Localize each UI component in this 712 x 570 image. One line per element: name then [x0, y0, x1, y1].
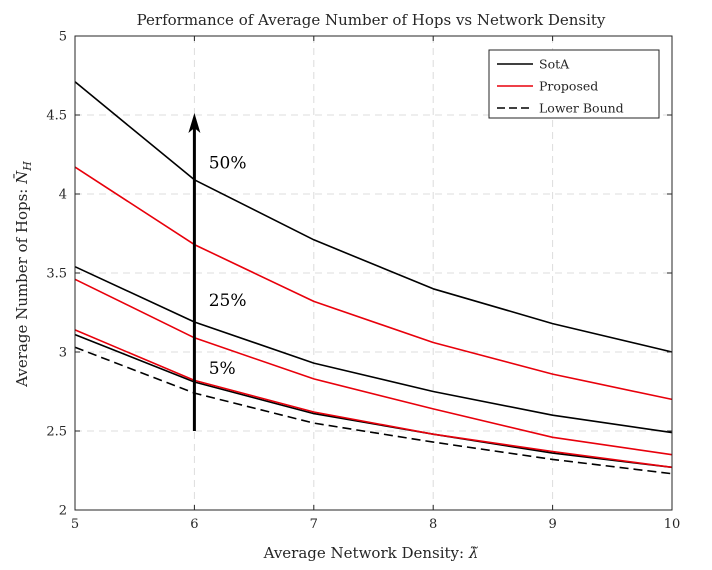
x-axis-label-text: Average Network Density: [263, 544, 469, 562]
legend-label-lower-bound: Lower Bound [539, 101, 624, 116]
y-tick-label: 3 [59, 346, 67, 361]
series-line-lower-bound-7 [74, 346, 673, 475]
x-axis-symbol: λ̃ [468, 544, 479, 562]
series-lines [74, 81, 673, 475]
y-tick-label: 5 [59, 30, 67, 45]
x-tick-label: 10 [664, 517, 681, 532]
series-line-sota-3 [74, 265, 673, 434]
y-axis-label: Average Number of Hops: N̄H [13, 161, 34, 388]
series-line-proposed-2 [74, 166, 673, 401]
y-tick-label: 4 [59, 188, 67, 203]
x-axis-label: Average Network Density: λ̃ [263, 544, 479, 562]
series-line-proposed-6 [74, 329, 673, 469]
x-tick-label: 9 [548, 517, 556, 532]
y-tick-label: 3.5 [46, 267, 67, 282]
x-tick-label: 6 [190, 517, 198, 532]
y-tick-label: 2.5 [46, 425, 67, 440]
y-axis-label-text: Average Number of Hops: [13, 184, 31, 388]
legend: SotA Proposed Lower Bound [488, 49, 660, 119]
series-line-proposed-4 [74, 278, 673, 456]
x-tick-label: 5 [71, 517, 79, 532]
chart-title: Performance of Average Number of Hops vs… [137, 11, 606, 29]
y-axis-symbol-subscript: H [21, 161, 34, 172]
legend-label-sota: SotA [539, 57, 570, 72]
tick-labels: 5 6 7 8 9 10 2 2.5 3 3.5 4 4.5 5 [46, 30, 680, 533]
annotation-label: 50% [209, 153, 247, 173]
x-tick-label: 7 [310, 517, 318, 532]
y-tick-label: 4.5 [46, 109, 67, 124]
y-tick-label: 2 [59, 504, 67, 519]
legend-label-proposed: Proposed [539, 79, 598, 94]
annotation-label: 25% [209, 291, 247, 311]
y-axis-symbol: N̄ [13, 170, 31, 185]
annotation-label: 5% [209, 359, 236, 379]
legend-box [488, 49, 660, 119]
series-line-sota-1 [74, 81, 673, 353]
annotations: 50% 25% 5% [188, 113, 247, 431]
series-line-sota-5 [74, 333, 673, 469]
x-tick-label: 8 [429, 517, 437, 532]
arrow-head [188, 113, 201, 133]
axes [74, 35, 673, 511]
